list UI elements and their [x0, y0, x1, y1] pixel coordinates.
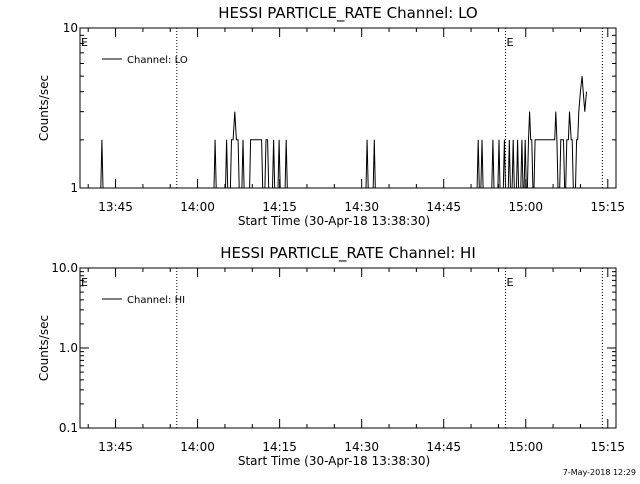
- event-marker-label: E: [507, 276, 514, 289]
- x-axis-label: Start Time (30-Apr-18 13:38:30): [238, 454, 430, 468]
- chart-title: HESSI PARTICLE_RATE Channel: HI: [220, 244, 476, 263]
- x-tick-label: 14:30: [344, 440, 379, 454]
- data-series-line: [80, 76, 587, 189]
- y-tick-label: 1: [70, 181, 78, 195]
- y-axis-label: Counts/sec: [37, 75, 51, 141]
- x-tick-label: 13:45: [98, 440, 133, 454]
- y-axis-label: Counts/sec: [37, 315, 51, 381]
- x-tick-label: 15:00: [508, 200, 543, 214]
- x-tick-label: 15:00: [508, 440, 543, 454]
- y-tick-label: 10.0: [51, 261, 78, 275]
- footer-timestamp: 7-May-2018 12:29: [563, 468, 636, 477]
- x-tick-label: 14:30: [344, 200, 379, 214]
- legend-label: Channel: HI: [127, 295, 185, 306]
- x-tick-label: 14:15: [262, 200, 297, 214]
- x-tick-label: 14:00: [180, 200, 215, 214]
- x-tick-label: 14:00: [180, 440, 215, 454]
- x-tick-label: 14:45: [426, 200, 461, 214]
- x-tick-label: 14:15: [262, 440, 297, 454]
- legend-label: Channel: LO: [127, 55, 188, 66]
- event-marker-label: E: [81, 36, 88, 49]
- chart-panel-hi: HESSI PARTICLE_RATE Channel: HI 13:45 14:0…: [37, 244, 625, 468]
- x-tick-label: 15:15: [590, 440, 625, 454]
- x-tick-label: 15:15: [590, 200, 625, 214]
- x-tick-label: 14:45: [426, 440, 461, 454]
- x-axis-label: Start Time (30-Apr-18 13:38:30): [238, 214, 430, 228]
- event-marker-label: E: [81, 276, 88, 289]
- event-marker-label: E: [507, 36, 514, 49]
- chart-panel-lo: HESSI PARTICLE_RATE Channel: LO 13:45 14:0…: [37, 4, 625, 228]
- chart-title: HESSI PARTICLE_RATE Channel: LO: [218, 4, 477, 23]
- y-tick-label: 10: [63, 21, 78, 35]
- y-tick-label: 0.1: [59, 421, 78, 435]
- y-tick-label: 1.0: [59, 341, 78, 355]
- plot-frame: [79, 267, 617, 429]
- x-tick-label: 13:45: [98, 200, 133, 214]
- plot-frame: [79, 27, 617, 189]
